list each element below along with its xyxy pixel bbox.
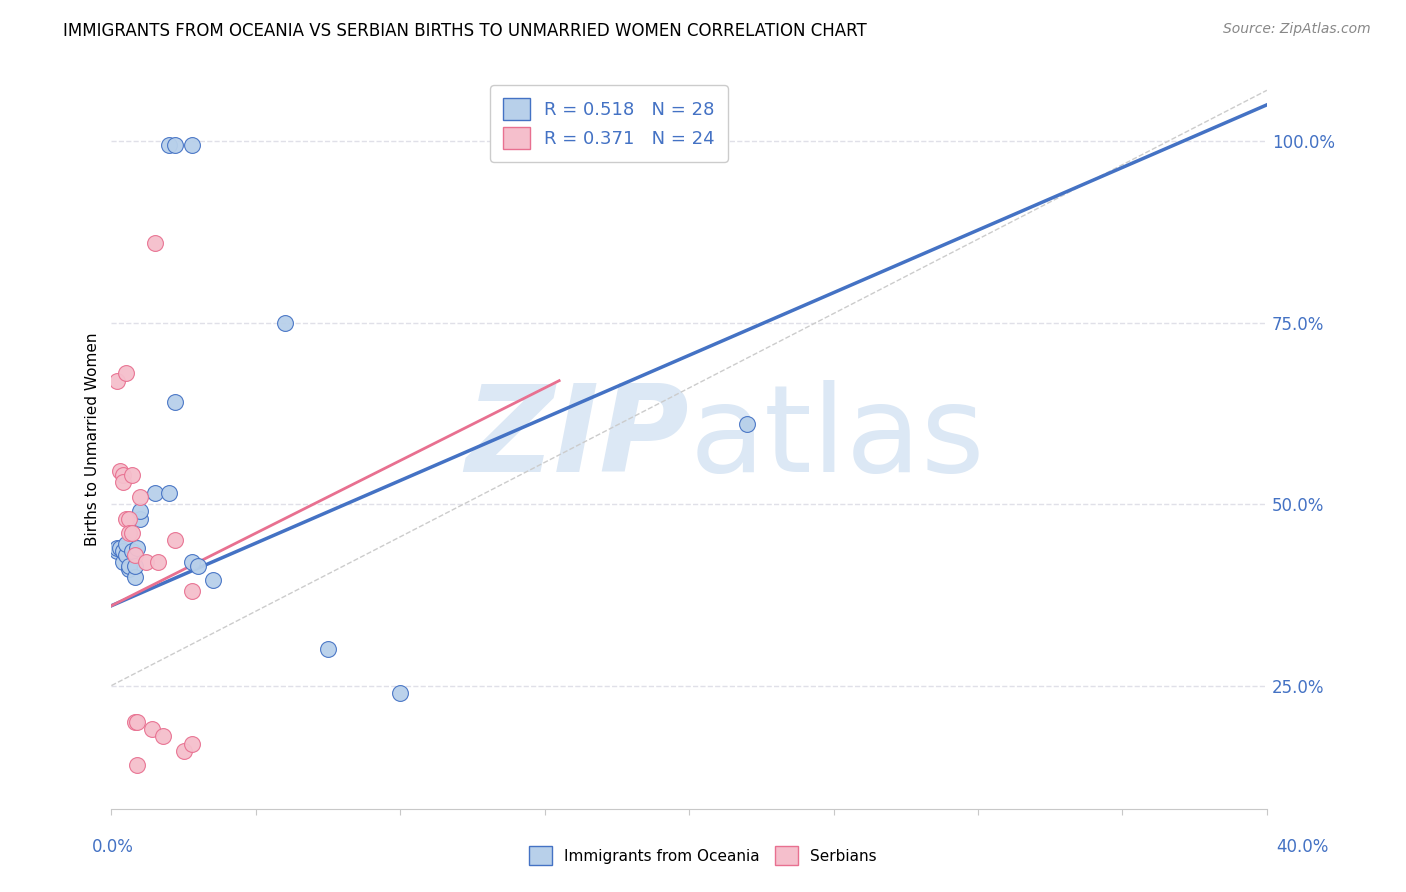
Point [105,541,128,555]
Point [111,544,134,558]
Point [157,137,180,152]
Point [129,490,152,504]
Point [124,548,146,562]
Point [163,533,186,548]
Text: 0.0%: 0.0% [91,838,134,855]
Point [127,541,149,555]
Text: atlas: atlas [689,380,984,497]
Text: IMMIGRANTS FROM OCEANIA VS SERBIAN BIRTHS TO UNMARRIED WOMEN CORRELATION CHART: IMMIGRANTS FROM OCEANIA VS SERBIAN BIRTH… [63,22,868,40]
Point [108,465,131,479]
Point [108,541,131,555]
Point [115,548,138,562]
Point [121,544,143,558]
Point [105,544,128,558]
Text: Source: ZipAtlas.com: Source: ZipAtlas.com [1223,22,1371,37]
Text: 40.0%: 40.0% [1277,838,1329,855]
Point [129,511,152,525]
Point [201,574,224,588]
Point [143,486,166,500]
Point [124,558,146,573]
Point [129,504,152,518]
Point [118,511,141,525]
Point [118,526,141,541]
Point [163,137,186,152]
Point [316,642,339,657]
Point [121,526,143,541]
Point [274,316,297,330]
Point [105,374,128,388]
Point [135,555,157,569]
Point [163,395,186,409]
Point [146,555,169,569]
Point [124,714,146,729]
Point [173,744,195,758]
Point [152,730,174,744]
Point [127,758,149,772]
Point [187,558,209,573]
Point [118,562,141,576]
Point [181,584,204,599]
Text: ZIP: ZIP [465,380,689,497]
Point [124,570,146,584]
Point [115,511,138,525]
Point [111,468,134,483]
Point [115,537,138,551]
Point [389,686,412,700]
Point [115,367,138,381]
Point [118,558,141,573]
Point [181,137,204,152]
Legend: R = 0.518   N = 28, R = 0.371   N = 24: R = 0.518 N = 28, R = 0.371 N = 24 [491,85,728,161]
Point [141,722,163,736]
Point [735,417,758,432]
Legend: Immigrants from Oceania, Serbians: Immigrants from Oceania, Serbians [523,840,883,871]
Point [111,475,134,490]
Point [127,714,149,729]
Point [121,468,143,483]
Point [181,737,204,751]
Point [143,235,166,250]
Point [181,555,204,569]
Point [157,486,180,500]
Point [111,555,134,569]
Y-axis label: Births to Unmarried Women: Births to Unmarried Women [86,332,100,546]
